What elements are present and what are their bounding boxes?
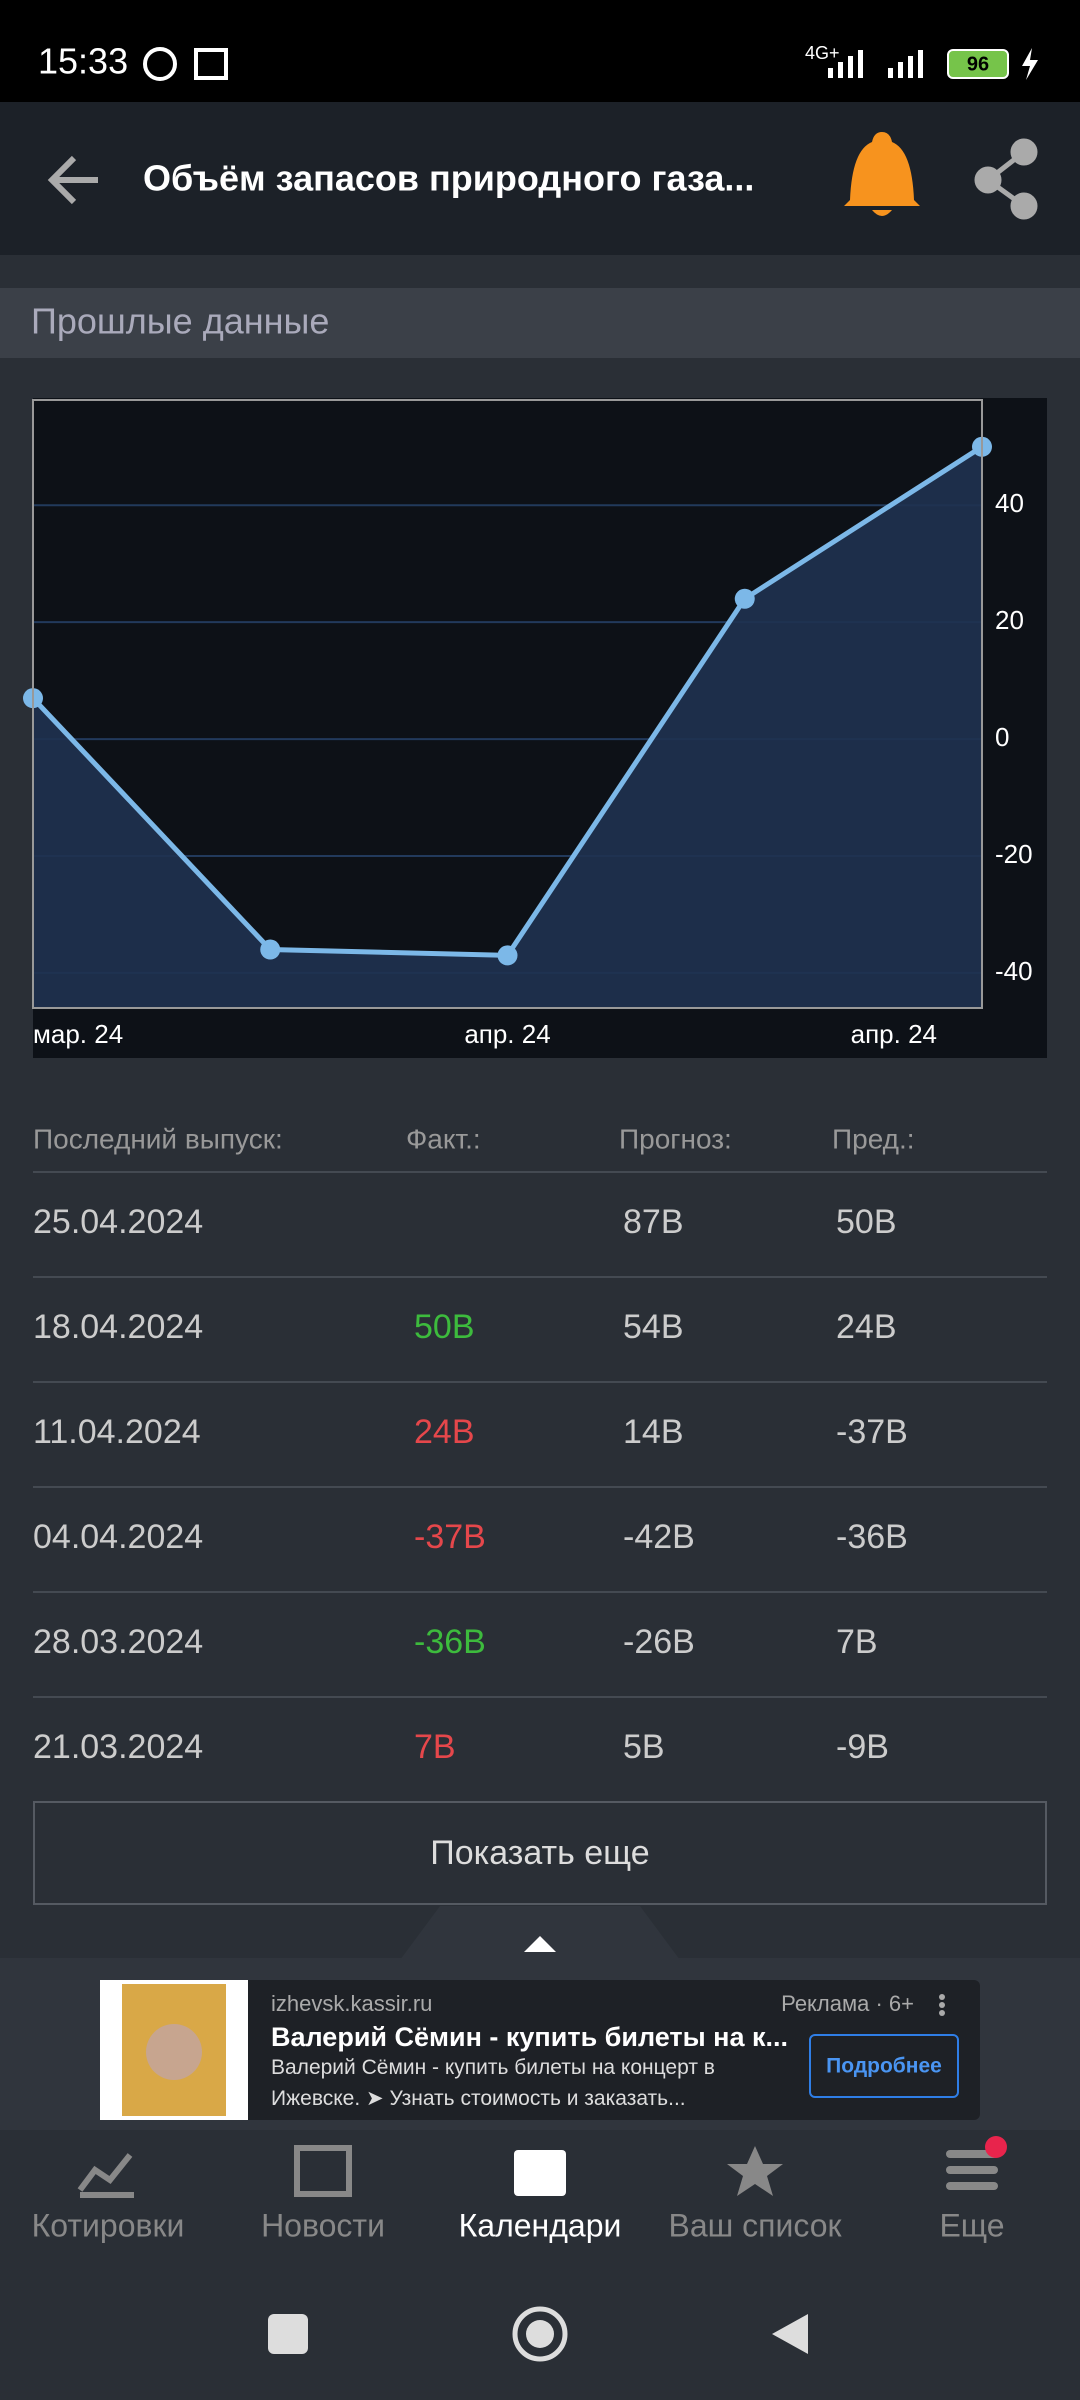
table-header: Пред.: bbox=[832, 1123, 915, 1154]
nav-icon-news bbox=[294, 2145, 352, 2197]
row-date: 25.04.2024 bbox=[33, 1203, 203, 1241]
row-actual: 24B bbox=[414, 1413, 475, 1451]
point bbox=[260, 939, 281, 960]
row-previous: -37B bbox=[836, 1413, 908, 1451]
plot-frame bbox=[32, 399, 983, 1009]
status-time: 15:33 bbox=[38, 41, 128, 82]
nav-labels: Котировки Новости Календари Ваш список Еще bbox=[32, 2207, 1005, 2243]
alert-bell[interactable] bbox=[844, 132, 920, 216]
nav-icon-calendar bbox=[514, 2150, 566, 2196]
ad-body: Валерий Сёмин - купить билеты на концерт… bbox=[271, 2056, 715, 2110]
home-button[interactable] bbox=[512, 2306, 568, 2362]
table-header: Прогноз: bbox=[619, 1123, 732, 1154]
ad-button[interactable] bbox=[809, 2034, 959, 2098]
row-previous: 24B bbox=[836, 1308, 897, 1346]
header-title: Объём запасов природного газа... bbox=[143, 158, 754, 199]
row-actual: -37B bbox=[414, 1518, 486, 1556]
row-date: 04.04.2024 bbox=[33, 1518, 203, 1556]
nav-icon-watchlist bbox=[727, 2146, 783, 2196]
status-bar bbox=[0, 0, 1080, 102]
row-previous: -36B bbox=[836, 1518, 908, 1556]
charging-icon bbox=[1022, 48, 1038, 80]
area bbox=[33, 446, 982, 1008]
row-actual: 7B bbox=[414, 1728, 456, 1766]
row-forecast: -42B bbox=[623, 1518, 695, 1556]
notification-dot bbox=[985, 2136, 1007, 2158]
battery-icon bbox=[947, 49, 1009, 79]
nav-label[interactable]: Еще bbox=[939, 2207, 1004, 2243]
nav-label[interactable]: Календари bbox=[459, 2207, 622, 2243]
y-tick-label: -20 bbox=[995, 839, 1033, 869]
y-tick-label: 40 bbox=[995, 488, 1024, 518]
ad-title: Валерий Сёмин - купить билеты на к... bbox=[271, 2022, 788, 2052]
y-tick-label: 20 bbox=[995, 605, 1024, 635]
nav-label[interactable]: Котировки bbox=[32, 2207, 185, 2243]
row-actual: 50B bbox=[414, 1308, 475, 1346]
x-tick-label: апр. 24 bbox=[464, 1019, 550, 1049]
row-actual: -36B bbox=[414, 1623, 486, 1661]
recents-button[interactable] bbox=[268, 2314, 308, 2354]
battery-level: 96 bbox=[967, 53, 989, 75]
point bbox=[734, 588, 755, 609]
row-date: 28.03.2024 bbox=[33, 1623, 203, 1661]
row-previous: -9B bbox=[836, 1728, 889, 1766]
x-tick-label: апр. 24 bbox=[851, 1019, 937, 1049]
back-system-button[interactable] bbox=[772, 2314, 808, 2354]
nav-icon-more bbox=[946, 2150, 998, 2190]
history-table: Последний выпуск: Факт.: Прогноз: Пред.: 25.… bbox=[33, 1123, 1047, 1766]
ad-card[interactable] bbox=[100, 1980, 980, 2120]
row-forecast: -26B bbox=[623, 1623, 695, 1661]
x-tick-label: мар. 24 bbox=[33, 1019, 123, 1049]
calendar-icon bbox=[194, 48, 228, 80]
back-button[interactable] bbox=[47, 155, 98, 205]
row-forecast: 87B bbox=[623, 1203, 684, 1241]
table-header: Последний выпуск: bbox=[33, 1123, 283, 1154]
show-more-label: Показать еще bbox=[430, 1834, 649, 1872]
collapse-arrow bbox=[524, 1936, 556, 1952]
collapse-tab[interactable] bbox=[400, 1906, 680, 1960]
show-more-button[interactable] bbox=[33, 1801, 1047, 1905]
row-date: 18.04.2024 bbox=[33, 1308, 203, 1346]
nav-label[interactable]: Ваш список bbox=[668, 2207, 842, 2243]
row-previous: 7B bbox=[836, 1623, 878, 1661]
row-forecast: 5B bbox=[623, 1728, 665, 1766]
ad-button-label: Подробнее bbox=[826, 2055, 942, 2078]
share-button[interactable] bbox=[974, 138, 1038, 220]
nav-icon-quotes bbox=[77, 2153, 134, 2198]
ad-menu[interactable] bbox=[939, 1994, 945, 2016]
alarm-icon bbox=[143, 47, 177, 81]
y-tick-label: -40 bbox=[995, 956, 1033, 986]
section-title: Прошлые данные bbox=[31, 301, 329, 342]
row-previous: 50B bbox=[836, 1203, 897, 1241]
section-header bbox=[0, 288, 1080, 358]
row-forecast: 14B bbox=[623, 1413, 684, 1451]
ad-image-face bbox=[146, 2024, 202, 2080]
home-button-dot bbox=[526, 2320, 554, 2348]
ad-domain: izhevsk.kassir.ru bbox=[271, 1991, 432, 2016]
ad-badge: Реклама · 6+ bbox=[781, 1991, 914, 2016]
network-label: 4G+ bbox=[805, 43, 840, 63]
nav-label[interactable]: Новости bbox=[261, 2207, 385, 2243]
chart: -40 -20 0 20 40 мар. 24 апр. 24 апр. 24 bbox=[23, 399, 1033, 1049]
y-tick-label: 0 bbox=[995, 722, 1009, 752]
ad-body-box: Валерий Сёмин - купить билеты на концерт… bbox=[271, 2056, 715, 2110]
signal-icons bbox=[828, 50, 923, 78]
point bbox=[497, 945, 518, 966]
row-forecast: 54B bbox=[623, 1308, 684, 1346]
row-date: 21.03.2024 bbox=[33, 1728, 203, 1766]
row-date: 11.04.2024 bbox=[33, 1413, 201, 1451]
table-header: Факт.: bbox=[406, 1123, 481, 1154]
